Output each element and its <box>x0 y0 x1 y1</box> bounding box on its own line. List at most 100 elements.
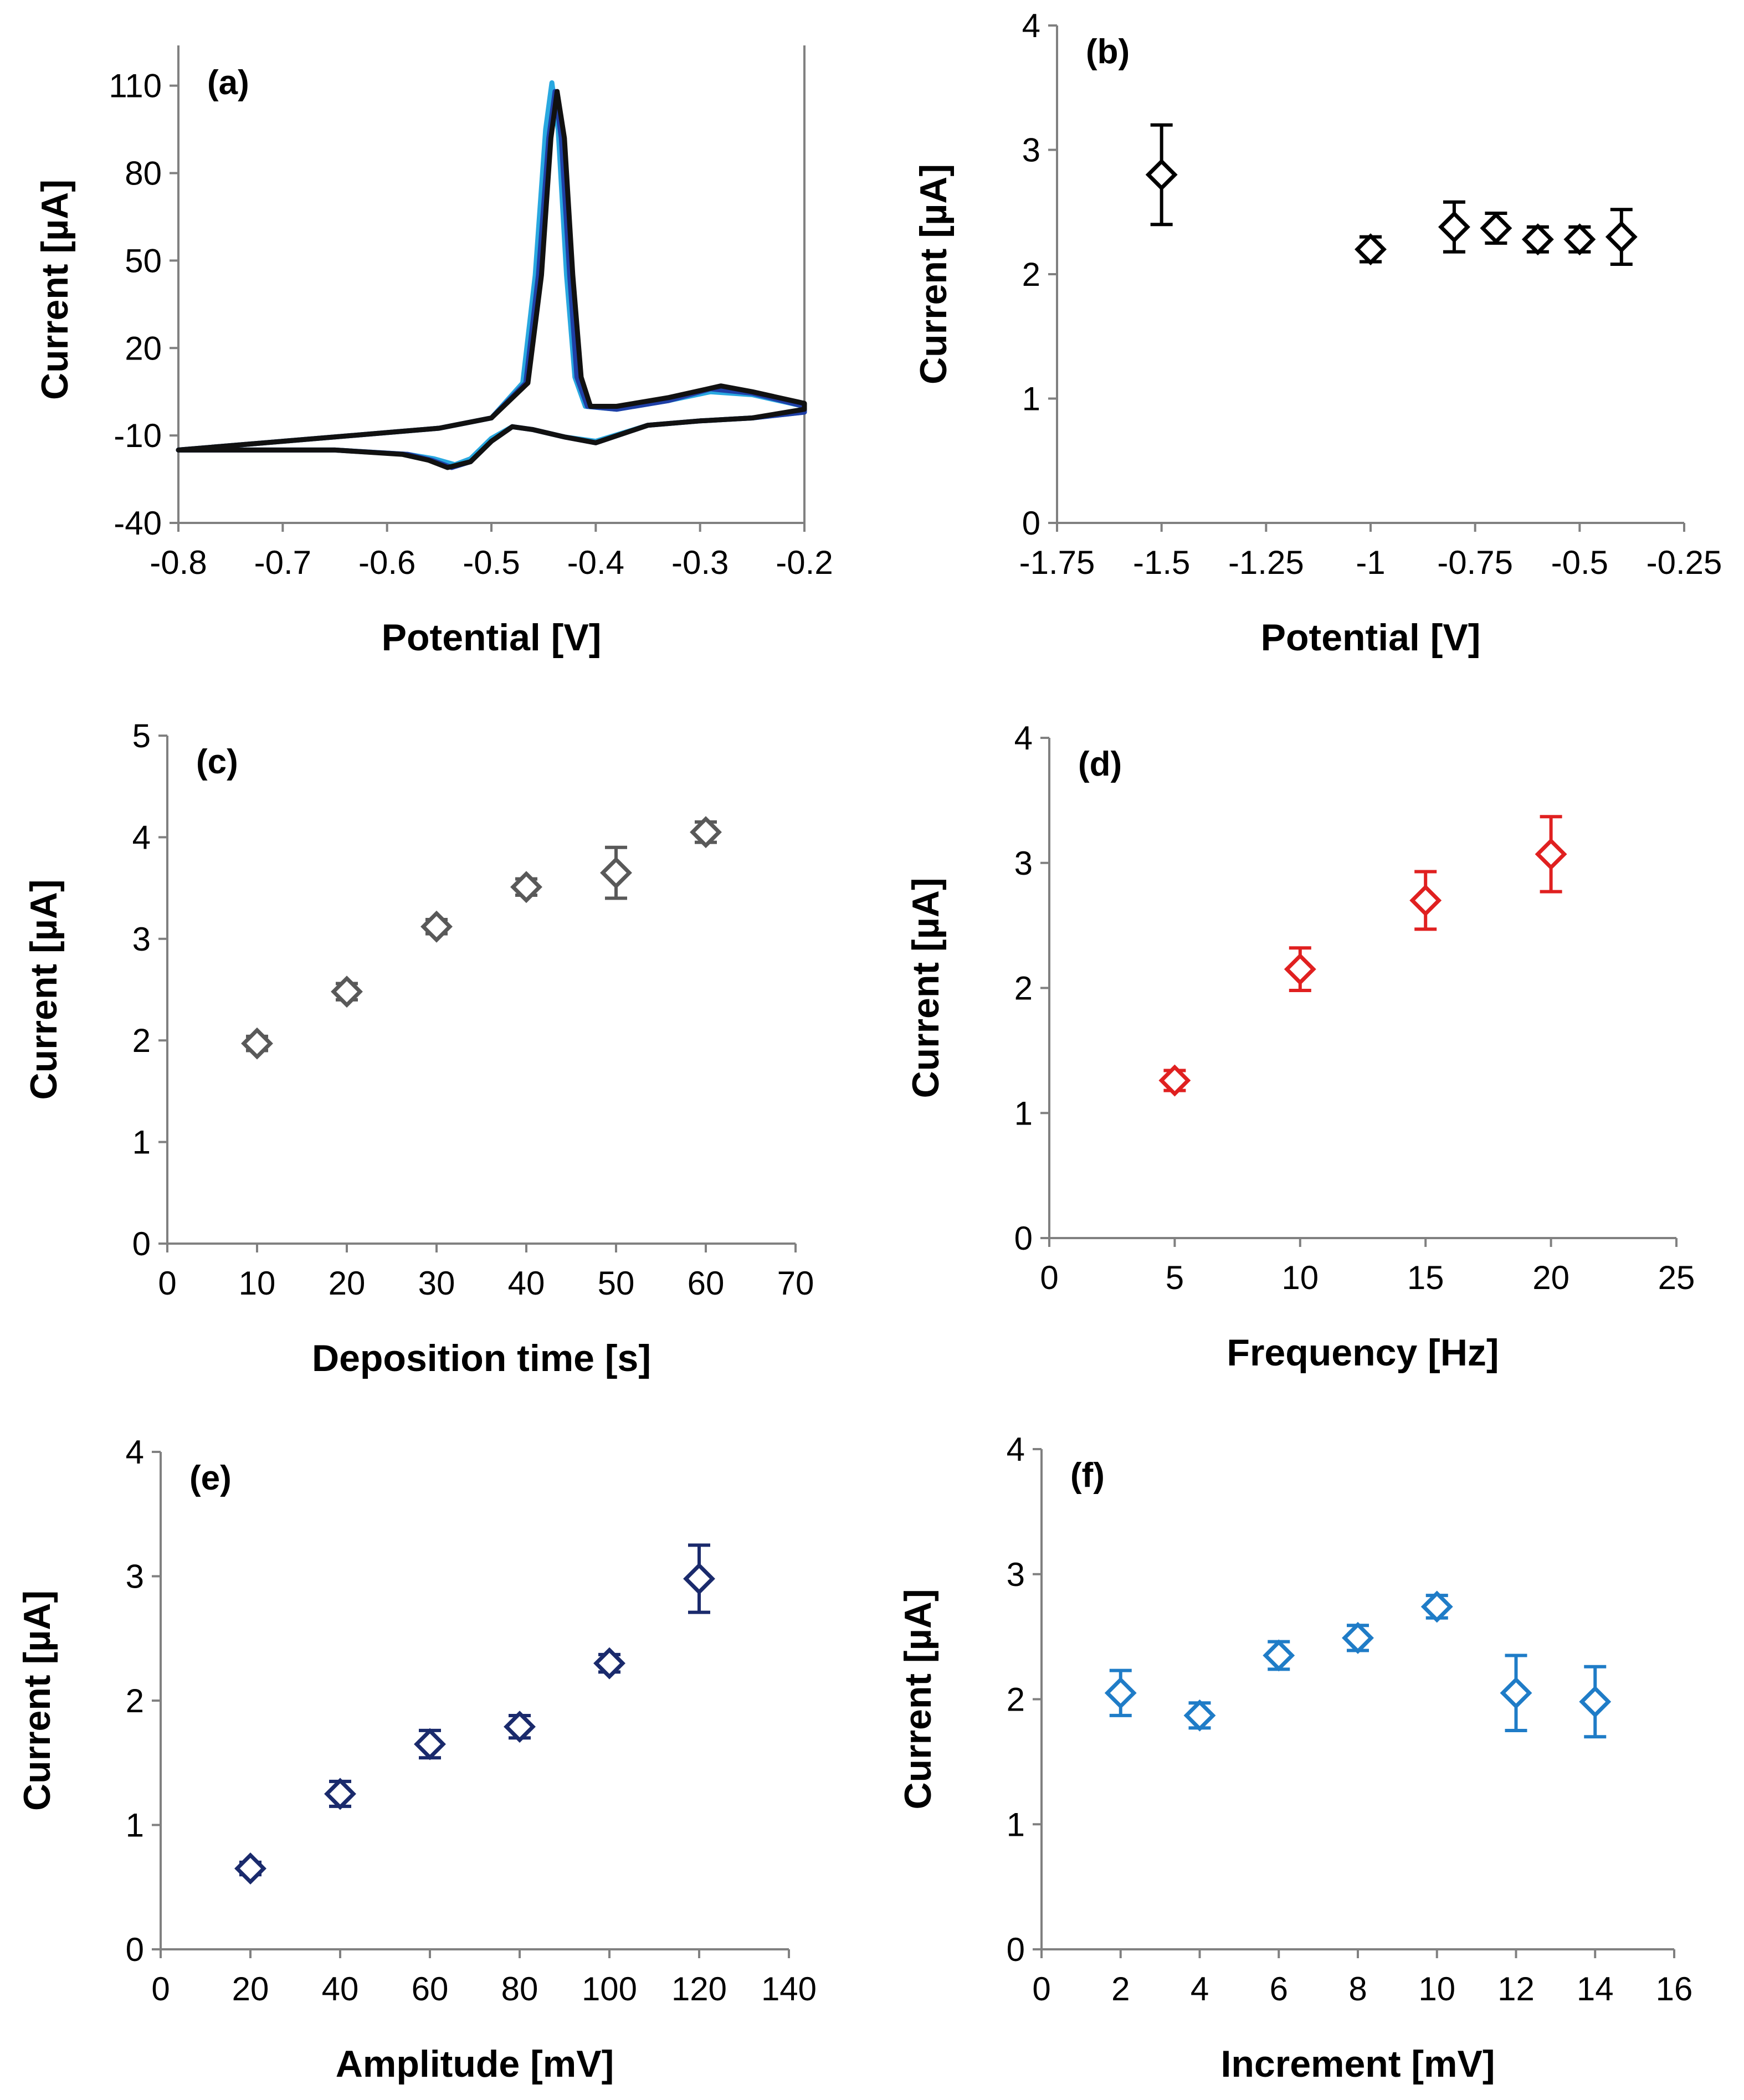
diamond-marker <box>234 1852 266 1885</box>
y-axis-title: Current [µA] <box>16 1590 58 1811</box>
x-tick-label: 15 <box>1407 1259 1444 1296</box>
x-tick-label: -1.75 <box>1019 544 1095 581</box>
y-tick-label: 50 <box>125 242 162 279</box>
y-axis-title: Current [µA] <box>912 164 955 384</box>
diamond-marker <box>1183 1699 1216 1732</box>
x-tick-label: 30 <box>418 1265 455 1302</box>
y-tick-label: 2 <box>1014 970 1033 1007</box>
diamond-marker <box>420 910 453 943</box>
y-tick-label: 110 <box>109 68 162 105</box>
y-tick-label: 20 <box>125 330 162 367</box>
data-point <box>1284 946 1316 993</box>
data-point <box>1355 233 1387 266</box>
data-point <box>420 910 453 943</box>
panel-label: (f) <box>1070 1456 1105 1495</box>
y-tick-label: -40 <box>114 505 162 542</box>
x-tick-label: 10 <box>239 1265 276 1302</box>
x-tick-label: 0 <box>151 1970 170 2007</box>
data-point <box>1263 1639 1295 1672</box>
diamond-marker <box>1420 1590 1453 1623</box>
data-point <box>1420 1590 1453 1623</box>
x-axis-title: Deposition time [s] <box>312 1337 651 1379</box>
y-axis-title: Current [µA] <box>34 179 76 400</box>
x-tick-label: 50 <box>598 1265 635 1302</box>
x-tick-label: -0.3 <box>671 544 729 581</box>
y-tick-label: 4 <box>1014 720 1033 757</box>
data-point <box>1500 1654 1532 1732</box>
x-tick-label: -1.25 <box>1228 544 1304 581</box>
diamond-marker <box>683 1563 715 1595</box>
data-point <box>1409 870 1442 931</box>
diamond-marker <box>331 975 363 1008</box>
data-point <box>600 845 632 900</box>
diamond-marker <box>1500 1677 1532 1709</box>
x-tick-label: -0.75 <box>1437 544 1513 581</box>
data-point <box>324 1778 356 1810</box>
x-tick-label: 0 <box>1032 1970 1050 2007</box>
x-tick-label: -0.2 <box>776 544 833 581</box>
x-tick-label: 20 <box>1532 1259 1569 1296</box>
y-tick-label: 4 <box>126 1434 144 1471</box>
y-tick-label: 4 <box>132 819 151 856</box>
data-point <box>241 1027 273 1060</box>
x-tick-label: 12 <box>1497 1970 1535 2007</box>
x-axis-title: Potential [V] <box>382 617 602 659</box>
y-tick-label: 4 <box>1007 1431 1025 1468</box>
x-tick-label: -0.4 <box>567 544 624 581</box>
x-tick-label: 6 <box>1270 1970 1288 2007</box>
x-tick-label: 16 <box>1656 1970 1693 2007</box>
x-axis-title: Amplitude [mV] <box>336 2043 614 2085</box>
y-tick-label: 2 <box>132 1022 151 1059</box>
diamond-marker <box>1158 1064 1191 1097</box>
panel-label: (e) <box>189 1459 232 1497</box>
y-tick-label: 5 <box>132 717 151 754</box>
x-tick-label: 14 <box>1577 1970 1614 2007</box>
y-tick-label: 3 <box>1014 845 1033 882</box>
data-point <box>504 1711 536 1743</box>
x-tick-label: -0.5 <box>1551 544 1608 581</box>
x-tick-label: 4 <box>1191 1970 1209 2007</box>
diamond-marker <box>510 871 542 903</box>
data-point <box>1579 1665 1612 1739</box>
data-point <box>234 1852 266 1885</box>
data-point <box>1563 223 1596 256</box>
y-tick-label: 3 <box>132 921 151 958</box>
y-tick-label: 1 <box>126 1807 144 1844</box>
panel-label: (b) <box>1086 33 1130 71</box>
diamond-marker <box>1145 158 1178 191</box>
data-point <box>1158 1064 1191 1097</box>
diamond-marker <box>1409 884 1442 917</box>
x-tick-label: 0 <box>1040 1259 1058 1296</box>
y-tick-label: 3 <box>1022 132 1040 169</box>
diamond-marker <box>1535 838 1567 870</box>
x-tick-label: 0 <box>158 1265 176 1302</box>
x-tick-label: 60 <box>688 1265 725 1302</box>
x-tick-label: 100 <box>582 1970 637 2007</box>
data-point <box>414 1728 446 1760</box>
y-tick-label: 1 <box>1022 381 1040 418</box>
diamond-marker <box>414 1728 446 1760</box>
diamond-marker <box>504 1711 536 1743</box>
x-tick-label: 70 <box>777 1265 814 1302</box>
x-tick-label: -0.5 <box>463 544 520 581</box>
y-tick-label: -10 <box>114 417 162 454</box>
panel-label: (a) <box>207 64 249 102</box>
y-tick-label: 1 <box>132 1124 151 1161</box>
diamond-marker <box>241 1027 273 1060</box>
data-point <box>1183 1699 1216 1732</box>
y-tick-label: 0 <box>126 1931 144 1968</box>
x-tick-label: 40 <box>322 1970 359 2007</box>
data-point <box>1104 1668 1137 1717</box>
diamond-marker <box>1480 212 1512 244</box>
y-tick-label: 0 <box>1014 1220 1033 1257</box>
y-tick-label: 3 <box>1007 1556 1025 1593</box>
x-tick-label: -0.6 <box>358 544 416 581</box>
x-tick-label: 2 <box>1111 1970 1130 2007</box>
y-tick-label: 80 <box>125 155 162 192</box>
y-tick-label: 2 <box>1022 256 1040 293</box>
diamond-marker <box>1605 220 1638 253</box>
x-tick-label: 25 <box>1658 1259 1695 1296</box>
data-point <box>683 1543 715 1614</box>
